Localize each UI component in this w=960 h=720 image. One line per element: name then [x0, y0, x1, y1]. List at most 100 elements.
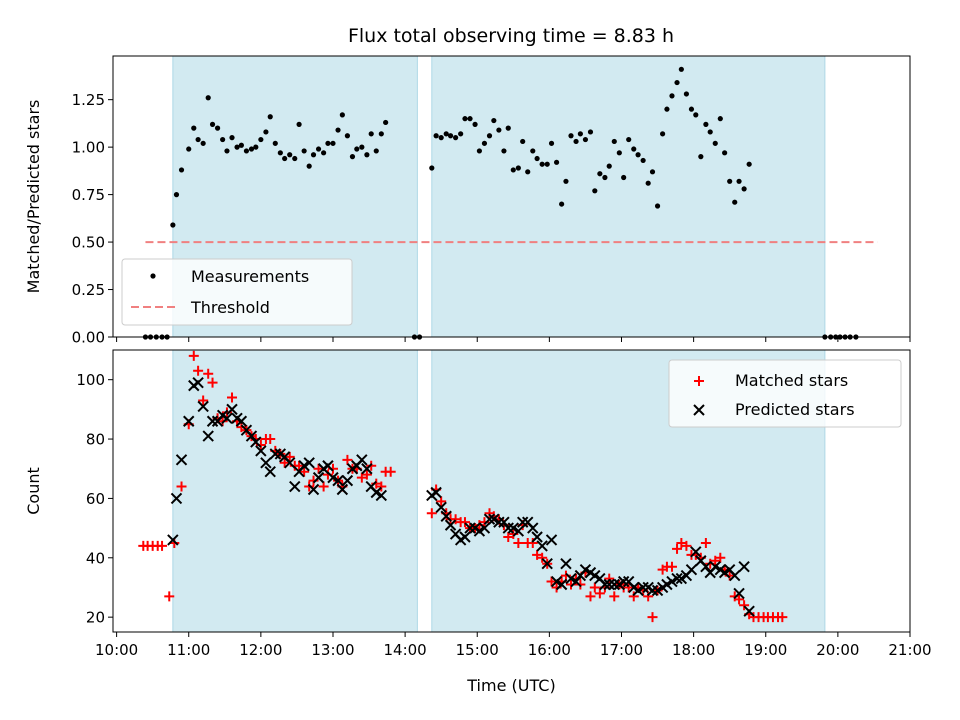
measurement-point: [573, 138, 579, 145]
measurement-point: [325, 140, 331, 146]
matched-stars-point: [193, 365, 204, 376]
matched-stars-point: [342, 454, 353, 465]
measurement-point: [368, 131, 374, 137]
measurement-point: [548, 140, 555, 146]
matched-stars-point: [647, 612, 658, 623]
measurement-point: [664, 106, 670, 112]
predicted-stars-point: [599, 578, 611, 591]
measurement-point: [727, 178, 733, 184]
measurement-point: [505, 125, 511, 131]
matched-stars-point: [157, 540, 168, 551]
predicted-stars-point: [459, 531, 471, 543]
matched-stars-point: [546, 576, 557, 587]
legend: Measurements Threshold: [121, 258, 353, 326]
measurement-point: [339, 112, 345, 118]
predicted-stars-point: [167, 534, 179, 546]
matched-stars-point: [594, 588, 605, 599]
measurement-point: [224, 148, 230, 154]
y-tick-label: 1.25: [72, 91, 105, 109]
measurement-point: [732, 199, 738, 205]
top-panel-ratio: 0.00 0.25 0.50 0.75 1.00 1.25 Matched/Predicte…: [24, 55, 911, 347]
measurement-point: [698, 154, 704, 160]
measurement-point: [722, 150, 728, 156]
predicted-stars-point: [375, 489, 388, 502]
measurement-point: [707, 129, 713, 135]
matched-stars-point: [188, 350, 199, 361]
measurement-point: [378, 131, 384, 137]
measurement-point: [330, 140, 336, 146]
predicted-stars-point: [603, 578, 615, 591]
measurement-point: [736, 178, 742, 184]
axes-frame: [112, 349, 911, 633]
predicted-stars-point: [255, 445, 267, 457]
matched-stars-point: [313, 463, 324, 474]
x-tick-label: 15:00: [456, 641, 499, 659]
matched-stars-point: [532, 549, 543, 560]
predicted-stars-point: [221, 412, 233, 424]
predicted-stars-point: [435, 501, 447, 514]
measurement-point: [602, 174, 608, 181]
matched-stars-point: [164, 591, 175, 602]
matched-stars-point: [294, 460, 305, 471]
measurement-point: [243, 148, 250, 154]
y-tick-label: 0.25: [72, 281, 105, 299]
matched-stars-point: [385, 466, 396, 477]
predicted-stars-point: [332, 474, 344, 487]
measurement-point: [515, 165, 521, 171]
x-tick-label: 14:00: [383, 641, 426, 659]
predicted-stars-point: [483, 513, 496, 525]
predicted-stars-point: [536, 540, 548, 552]
matched-stars-point: [527, 537, 538, 548]
matched-stars-point: [513, 537, 524, 548]
predicted-stars-point: [743, 605, 755, 617]
matched-stars-point: [734, 594, 745, 605]
measurement-point: [170, 222, 176, 228]
predicted-stars-point: [170, 492, 183, 505]
predicted-stars-point: [303, 457, 315, 469]
measurement-point: [496, 127, 502, 133]
measurement-point: [544, 161, 550, 167]
predicted-stars-point: [608, 578, 620, 591]
predicted-stars-point: [322, 460, 334, 472]
predicted-stars-point: [269, 448, 281, 460]
predicted-stars-point: [235, 415, 248, 427]
predicted-stars-point: [307, 483, 320, 496]
measurement-point: [611, 138, 617, 145]
predicted-stars-point: [733, 587, 745, 600]
predicted-stars-point: [700, 560, 712, 573]
matched-stars-point: [376, 481, 387, 492]
legend-box: [121, 258, 353, 326]
x-tick-label: 19:00: [744, 641, 787, 659]
matched-stars-point: [623, 582, 634, 593]
y-tick-label: 1.00: [72, 139, 105, 157]
predicted-stars-point: [361, 463, 373, 475]
y-tick-label: 0.75: [72, 186, 105, 204]
legend-label-measurements: Measurements: [191, 267, 309, 286]
measurement-point: [238, 142, 244, 148]
predicted-stars-point: [202, 430, 214, 442]
predicted-stars-point: [289, 480, 301, 493]
predicted-stars-point: [192, 376, 204, 389]
predicted-stars-point: [527, 522, 539, 534]
measurement-point: [534, 155, 540, 162]
matched-stars-point: [715, 552, 726, 563]
measurement-point: [287, 152, 293, 158]
measurement-point: [453, 135, 459, 141]
matched-stars-point: [589, 582, 600, 593]
measurement-point: [433, 133, 439, 139]
matched-stars-point: [265, 434, 276, 445]
measurement-point: [645, 180, 651, 186]
legend-label-predicted: Predicted stars: [735, 400, 855, 419]
predicted-stars-point: [729, 569, 741, 582]
matched-stars-point: [436, 496, 447, 507]
measurement-point: [191, 125, 197, 131]
x-tick-label: 11:00: [167, 641, 210, 659]
measurement-point: [272, 140, 278, 146]
measurement-point: [186, 146, 192, 152]
measurement-point: [688, 106, 695, 112]
legend: Matched stars Predicted stars: [668, 359, 902, 428]
predicted-stars-point: [464, 522, 476, 534]
measurement-point: [635, 152, 641, 158]
measurement-point: [258, 136, 264, 143]
measurement-point: [364, 152, 370, 158]
